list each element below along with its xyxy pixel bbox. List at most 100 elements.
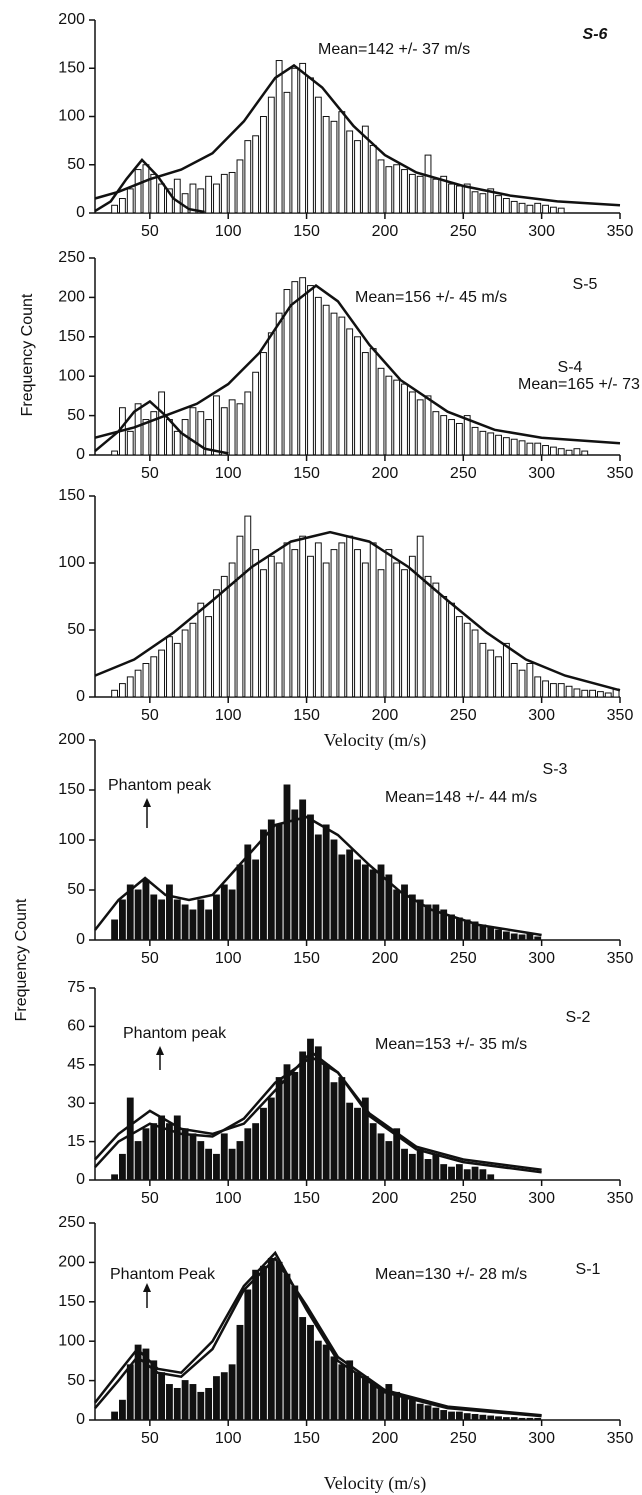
- bar: [142, 164, 150, 214]
- bar: [189, 622, 197, 698]
- bar: [142, 663, 150, 698]
- bar: [487, 1415, 495, 1421]
- y-tick-label: 100: [58, 367, 85, 384]
- x-tick-label: 250: [450, 465, 477, 482]
- bar: [126, 1097, 134, 1181]
- bar: [518, 669, 526, 698]
- x-tick-label: 150: [293, 1430, 320, 1447]
- bar: [314, 96, 322, 214]
- bar: [463, 622, 471, 698]
- y-tick-label: 50: [67, 881, 85, 898]
- bar: [166, 188, 173, 214]
- bar: [440, 1164, 448, 1181]
- x-tick-label: 100: [215, 465, 242, 482]
- bar: [283, 91, 291, 214]
- bar: [369, 1384, 377, 1421]
- mean-annotation: Mean=130 +/- 28 m/s: [375, 1266, 527, 1283]
- bar: [463, 183, 471, 214]
- bar: [385, 874, 393, 941]
- bar: [518, 202, 526, 214]
- arrow-head: [156, 1046, 164, 1055]
- x-axis-label: Velocity (m/s): [324, 730, 426, 751]
- bar: [213, 1153, 220, 1181]
- bar: [111, 689, 119, 698]
- bar: [369, 542, 377, 698]
- y-axis-label: Frequency Count: [13, 898, 30, 1021]
- bar: [542, 204, 549, 214]
- bar: [518, 1417, 526, 1421]
- bar: [330, 549, 338, 698]
- bar: [385, 166, 393, 214]
- bar: [346, 1360, 354, 1421]
- bar: [291, 67, 299, 214]
- bar: [228, 889, 236, 941]
- bar: [408, 173, 416, 214]
- bar: [377, 1133, 385, 1181]
- bar: [393, 889, 401, 941]
- bar: [314, 1340, 322, 1421]
- x-tick-label: 200: [372, 1190, 399, 1207]
- panel-label: S-3: [543, 761, 568, 778]
- x-tick-label: 300: [528, 1430, 555, 1447]
- bar: [189, 909, 197, 941]
- x-tick-label: 100: [215, 1430, 242, 1447]
- bar: [338, 316, 346, 456]
- bar: [549, 446, 557, 456]
- bar: [401, 1148, 408, 1181]
- bar: [307, 814, 314, 941]
- bar: [158, 1115, 166, 1181]
- bar: [416, 1403, 424, 1421]
- bar: [244, 1289, 252, 1421]
- bar: [502, 931, 510, 941]
- bar: [275, 60, 283, 214]
- bar: [526, 204, 534, 214]
- y-tick-label: 50: [67, 621, 85, 638]
- bar: [424, 1405, 432, 1421]
- bar: [126, 430, 134, 456]
- bar: [385, 1141, 393, 1181]
- bar: [526, 933, 534, 941]
- bar: [189, 1384, 197, 1421]
- bar: [455, 616, 463, 698]
- x-tick-label: 250: [450, 1190, 477, 1207]
- bar: [111, 1174, 119, 1181]
- bar: [173, 178, 181, 214]
- y-tick-label: 200: [58, 731, 85, 748]
- y-tick-label: 200: [58, 1254, 85, 1271]
- bar: [244, 140, 252, 214]
- x-tick-label: 150: [293, 465, 320, 482]
- bar: [377, 864, 385, 941]
- bar: [455, 422, 463, 456]
- bar: [314, 834, 322, 941]
- bar: [542, 445, 549, 456]
- y-tick-label: 30: [67, 1094, 85, 1111]
- bar: [471, 426, 479, 456]
- panel-label: S-6: [583, 26, 608, 43]
- bar: [213, 1376, 220, 1421]
- bar: [471, 629, 479, 698]
- y-tick-label: 100: [58, 831, 85, 848]
- bar: [479, 1414, 487, 1421]
- bar: [589, 689, 596, 698]
- bar: [236, 535, 244, 698]
- bar: [197, 602, 205, 698]
- bar: [142, 1128, 150, 1181]
- bar: [526, 1417, 534, 1421]
- bar: [283, 784, 291, 941]
- bar: [181, 629, 189, 698]
- bar: [487, 1174, 495, 1181]
- y-tick-label: 150: [58, 487, 85, 504]
- bar: [495, 929, 502, 941]
- bar: [299, 535, 307, 698]
- bar: [197, 1391, 205, 1421]
- x-tick-label: 350: [607, 223, 634, 240]
- bar: [502, 437, 510, 456]
- bar: [377, 367, 385, 456]
- bar: [220, 173, 228, 214]
- bar: [173, 899, 181, 941]
- bar: [275, 824, 283, 941]
- bar: [487, 927, 495, 941]
- bar: [361, 1097, 369, 1181]
- bar: [408, 1399, 416, 1421]
- x-tick-label: 150: [293, 707, 320, 724]
